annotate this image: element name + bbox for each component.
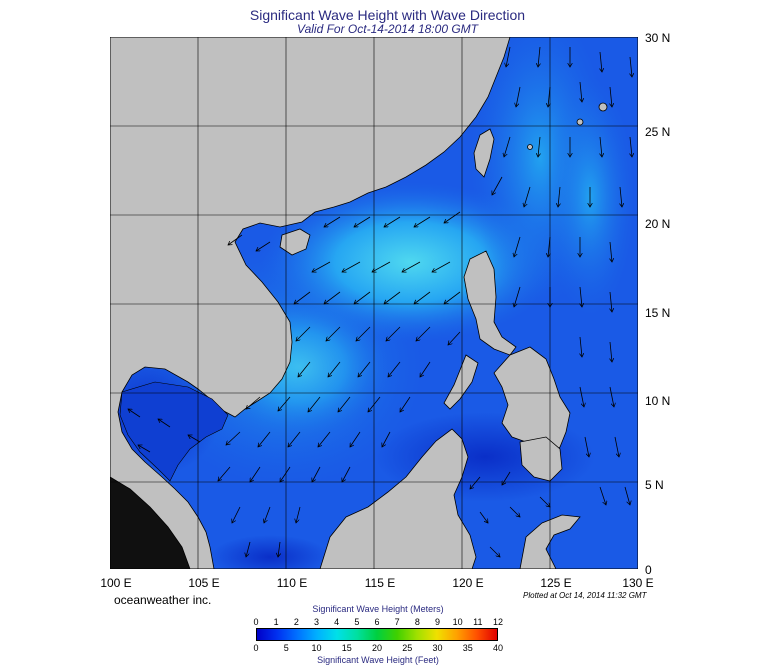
y-tick-label: 10 N <box>645 394 671 408</box>
y-tick-label: 5 N <box>645 478 664 492</box>
colorbar-meter-tick: 7 <box>394 617 400 627</box>
x-tick-label: 115 E <box>364 576 396 590</box>
y-tick-label: 15 N <box>645 306 671 320</box>
colorbar-feet-tick: 20 <box>371 643 383 653</box>
x-tick-label: 105 E <box>188 576 220 590</box>
colorbar-meter-tick: 3 <box>313 617 320 627</box>
colorbar-meter-tick: 10 <box>452 617 463 627</box>
wave-height-colorbar <box>256 628 498 641</box>
x-tick-label: 125 E <box>540 576 572 590</box>
colorbar-feet-title: Significant Wave Height (Feet) <box>317 655 439 665</box>
x-tick-label: 110 E <box>276 576 308 590</box>
sumatra-island <box>110 476 191 569</box>
colorbar-meter-tick: 0 <box>253 617 259 627</box>
colorbar-meters-title: Significant Wave Height (Meters) <box>312 604 444 614</box>
colorbar-meter-tick: 1 <box>273 617 279 627</box>
lat-lon-grid <box>110 37 638 569</box>
credit-text: oceanweather inc. <box>114 593 212 607</box>
colorbar-meter-tick: 8 <box>414 617 420 627</box>
x-tick-label: 120 E <box>452 576 484 590</box>
luzon-island <box>463 250 517 356</box>
colorbar-meter-tick: 4 <box>334 617 340 627</box>
map-title: Significant Wave Height with Wave Direct… <box>249 7 526 23</box>
y-tick-label: 25 N <box>645 125 671 139</box>
colorbar-meter-tick: 12 <box>492 617 504 627</box>
borneo-island <box>319 428 477 569</box>
colorbar-meter-tick: 11 <box>473 617 483 627</box>
y-tick-label: 30 N <box>645 31 671 45</box>
colorbar-feet-tick: 0 <box>253 643 259 653</box>
x-tick-label: 130 E <box>622 576 654 590</box>
land-masses <box>110 37 608 569</box>
mindanao-island <box>519 436 563 482</box>
wave-direction-arrows <box>128 46 632 557</box>
colorbar-feet-tick: 40 <box>492 643 504 653</box>
colorbar-meter-tick: 5 <box>354 617 360 627</box>
colorbar-meter-tick: 6 <box>374 617 380 627</box>
colorbar-meter-tick: 2 <box>293 617 299 627</box>
hainan-island <box>279 228 311 256</box>
wave-height-map <box>110 37 638 569</box>
plotted-timestamp: Plotted at Oct 14, 2014 11:32 GMT <box>523 591 647 600</box>
y-tick-label: 20 N <box>645 217 671 231</box>
x-tick-label: 100 E <box>100 576 132 590</box>
colorbar-feet-tick: 10 <box>311 643 322 653</box>
y-tick-label: 0 <box>645 563 652 577</box>
colorbar-feet-tick: 35 <box>462 643 473 653</box>
colorbar-feet-tick: 25 <box>402 643 413 653</box>
colorbar-feet-tick: 30 <box>432 643 443 653</box>
colorbar-meter-tick: 9 <box>434 617 441 627</box>
colorbar-feet-tick: 15 <box>341 643 352 653</box>
taiwan-island <box>473 128 495 178</box>
map-subtitle: Valid For Oct-14-2014 18:00 GMT <box>297 22 478 36</box>
colorbar-feet-tick: 5 <box>283 643 289 653</box>
